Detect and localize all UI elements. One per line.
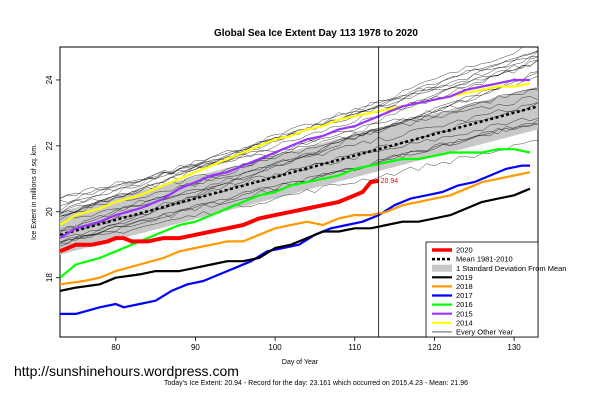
- footer-note: Today's Ice Extent: 20.94 - Record for t…: [164, 380, 468, 387]
- y-tick-label: 22: [45, 141, 54, 150]
- current-value-annotation: 20.94: [381, 178, 399, 185]
- legend-entry: Mean 1981-2010: [456, 255, 513, 264]
- y-tick-label: 18: [45, 273, 54, 282]
- legend-entry: 2016: [456, 300, 473, 309]
- background-year-line: [60, 51, 538, 215]
- background-year-line: [60, 95, 538, 199]
- std-band-layer: [60, 86, 538, 255]
- series-line-2016: [60, 148, 531, 279]
- background-year-line: [60, 71, 538, 243]
- legend-entry: Every Other Year: [456, 328, 514, 337]
- x-tick-label: 80: [111, 343, 120, 352]
- background-year-line: [60, 47, 525, 221]
- x-axis-label: Day of Year: [282, 359, 319, 366]
- background-year-line: [60, 102, 538, 217]
- x-tick-label: 110: [348, 343, 361, 352]
- series-line-2019: [60, 187, 531, 292]
- legend-entry: 2014: [456, 318, 473, 327]
- legend-entry: 2018: [456, 282, 473, 291]
- background-year-line: [60, 119, 538, 243]
- std-band: [60, 86, 538, 255]
- series-line-2020: [60, 178, 380, 254]
- x-tick-label: 100: [268, 343, 282, 352]
- series-line-2015: [60, 78, 530, 240]
- legend-entry: 2017: [456, 291, 473, 300]
- background-year-line: [60, 50, 538, 214]
- legend-entry: 2015: [456, 309, 473, 318]
- source-url: http://sunshinehours.wordpress.com: [14, 363, 239, 379]
- x-tick-label: 90: [191, 343, 200, 352]
- y-tick-label: 24: [45, 75, 54, 84]
- background-year-line: [60, 60, 538, 217]
- legend-swatch: [432, 264, 452, 272]
- series-layer: [60, 78, 538, 315]
- x-tick-label: 120: [428, 343, 442, 352]
- background-year-line: [60, 102, 538, 232]
- chart-title: Global Sea Ice Extent Day 113 1978 to 20…: [214, 28, 418, 39]
- y-axis-label: Ice Extent in millions of sq. km.: [31, 144, 38, 240]
- legend-entry: 1 Standard Deviation From Mean: [456, 264, 566, 273]
- background-year-line: [60, 139, 538, 244]
- background-year-line: [60, 72, 538, 247]
- legend-entry: 2019: [456, 273, 473, 282]
- plot-area: 20.94: [59, 46, 539, 338]
- x-axis: 80 90 100 110 120 130: [111, 337, 521, 352]
- series-line-2017: [60, 164, 530, 315]
- y-axis: 18 20 22 24: [45, 75, 60, 282]
- background-year-line: [60, 87, 538, 214]
- series-line-2018: [60, 171, 531, 286]
- x-tick-label: 130: [507, 343, 521, 352]
- y-tick-label: 20: [45, 207, 54, 216]
- legend-box: [425, 241, 539, 338]
- background-year-line: [60, 117, 538, 225]
- plot-frame: [59, 46, 539, 338]
- legend-entry: 2020: [456, 246, 473, 255]
